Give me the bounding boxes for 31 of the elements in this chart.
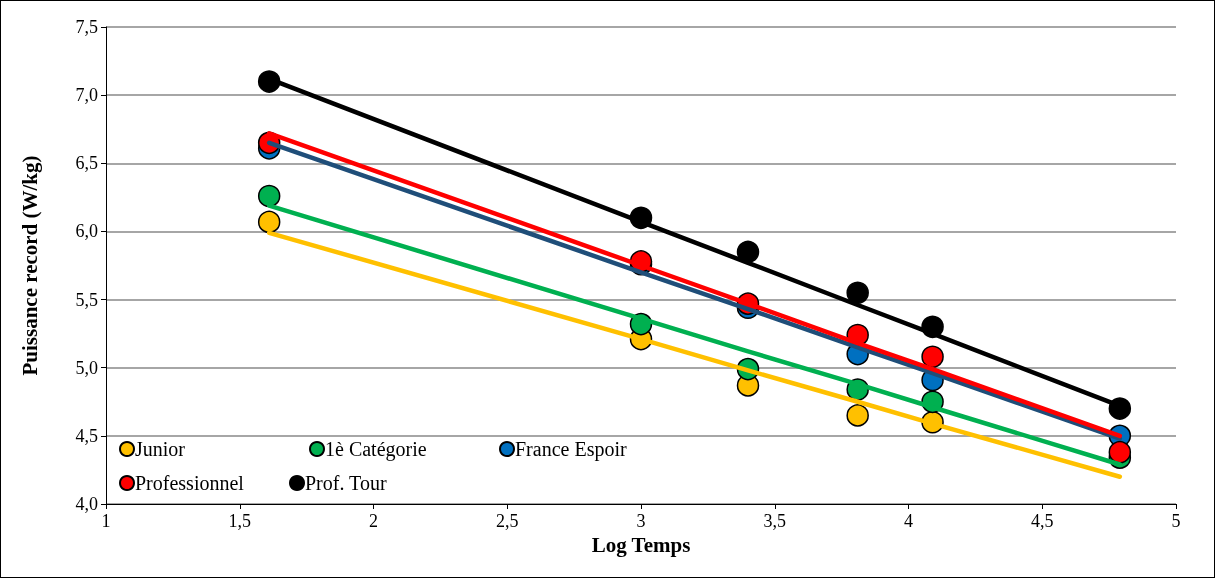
point xyxy=(736,240,760,264)
y-tick-label: 5,0 xyxy=(75,357,98,378)
point xyxy=(257,210,281,234)
y-tick-label: 5,5 xyxy=(75,289,98,310)
legend-label: Professionnel xyxy=(135,472,245,494)
y-tick-label: 6,0 xyxy=(75,221,98,242)
y-tick-label: 7,0 xyxy=(75,85,98,106)
y-tick-label: 6,5 xyxy=(75,153,98,174)
x-tick-label: 1 xyxy=(101,511,111,531)
x-tick-label: 4 xyxy=(904,511,913,531)
y-tick-label: 4,5 xyxy=(75,425,98,446)
x-axis-title: Log Temps xyxy=(591,533,691,558)
y-tick-label: 7,5 xyxy=(75,17,98,37)
legend-label: 1è Catégorie xyxy=(325,438,427,461)
point xyxy=(257,184,281,208)
x-tick-label: 2 xyxy=(369,511,378,531)
point xyxy=(1108,440,1132,464)
x-tick-label: 3,5 xyxy=(763,511,786,531)
x-tick-label: 3 xyxy=(636,511,646,531)
point xyxy=(846,281,869,304)
legend-label: France Espoir xyxy=(515,438,627,461)
x-tick-label: 2,5 xyxy=(496,511,519,531)
x-tick-label: 5 xyxy=(1171,511,1181,531)
x-tick-label: 4,5 xyxy=(1031,511,1054,531)
point xyxy=(921,345,944,369)
legend-label: Junior xyxy=(135,438,186,460)
legend-label: Prof. Tour xyxy=(305,472,387,494)
point xyxy=(846,404,869,427)
y-axis-title: Puissance record (W/kg) xyxy=(17,155,42,376)
x-tick-label: 1,5 xyxy=(228,511,251,531)
y-tick-label: 4,0 xyxy=(75,494,98,514)
